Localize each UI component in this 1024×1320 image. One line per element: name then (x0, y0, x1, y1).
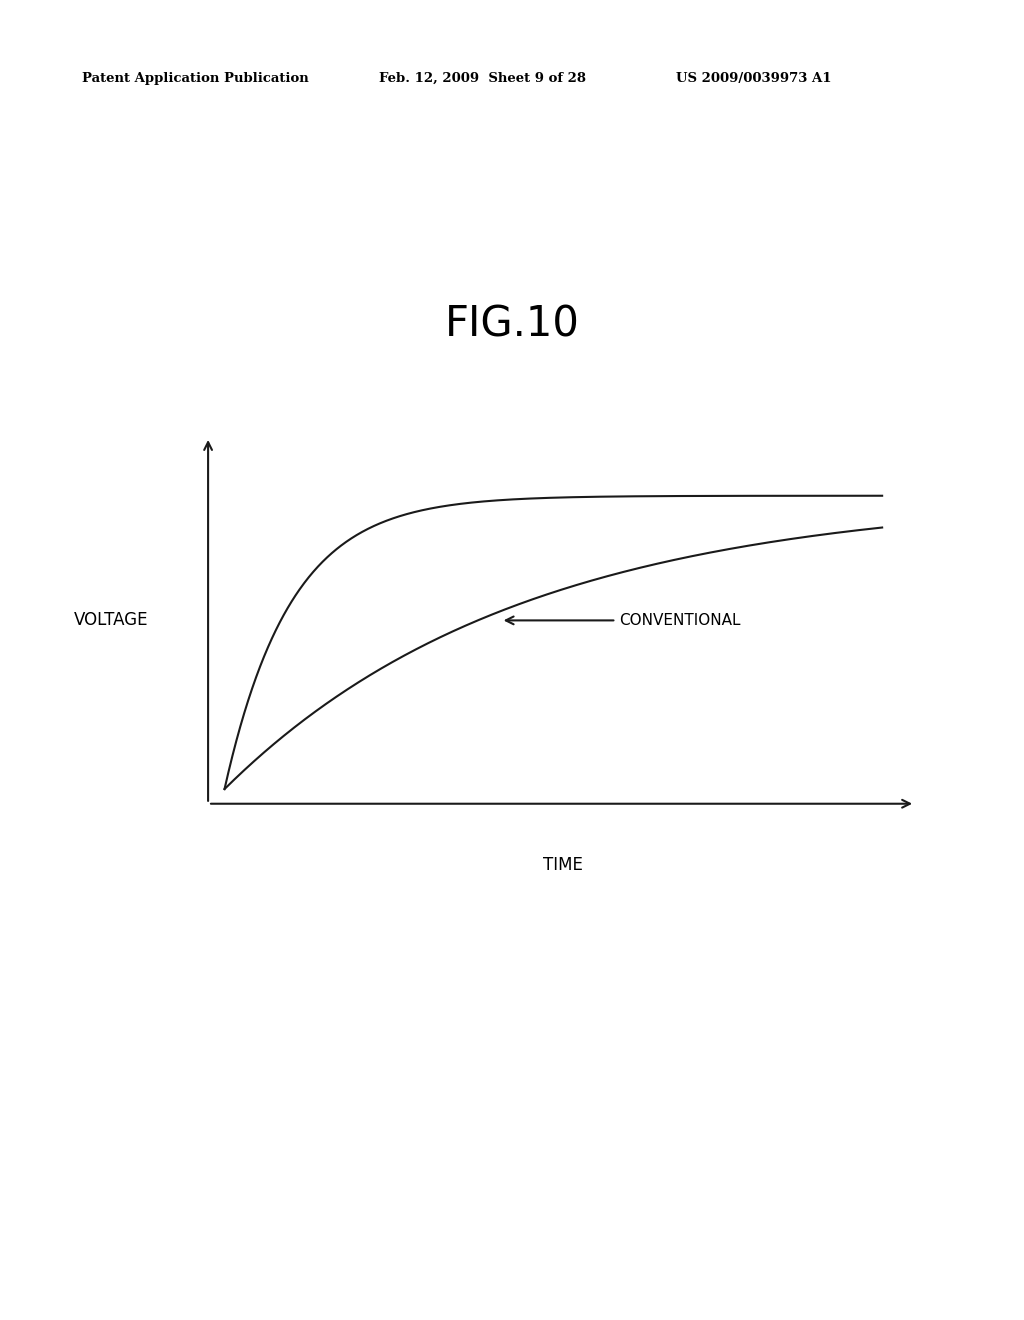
Text: TIME: TIME (544, 855, 583, 874)
Text: CONVENTIONAL: CONVENTIONAL (506, 612, 740, 628)
Text: US 2009/0039973 A1: US 2009/0039973 A1 (676, 71, 831, 84)
Text: VOLTAGE: VOLTAGE (75, 611, 148, 630)
Text: FIG.10: FIG.10 (444, 304, 580, 346)
Text: Feb. 12, 2009  Sheet 9 of 28: Feb. 12, 2009 Sheet 9 of 28 (379, 71, 586, 84)
Text: Patent Application Publication: Patent Application Publication (82, 71, 308, 84)
